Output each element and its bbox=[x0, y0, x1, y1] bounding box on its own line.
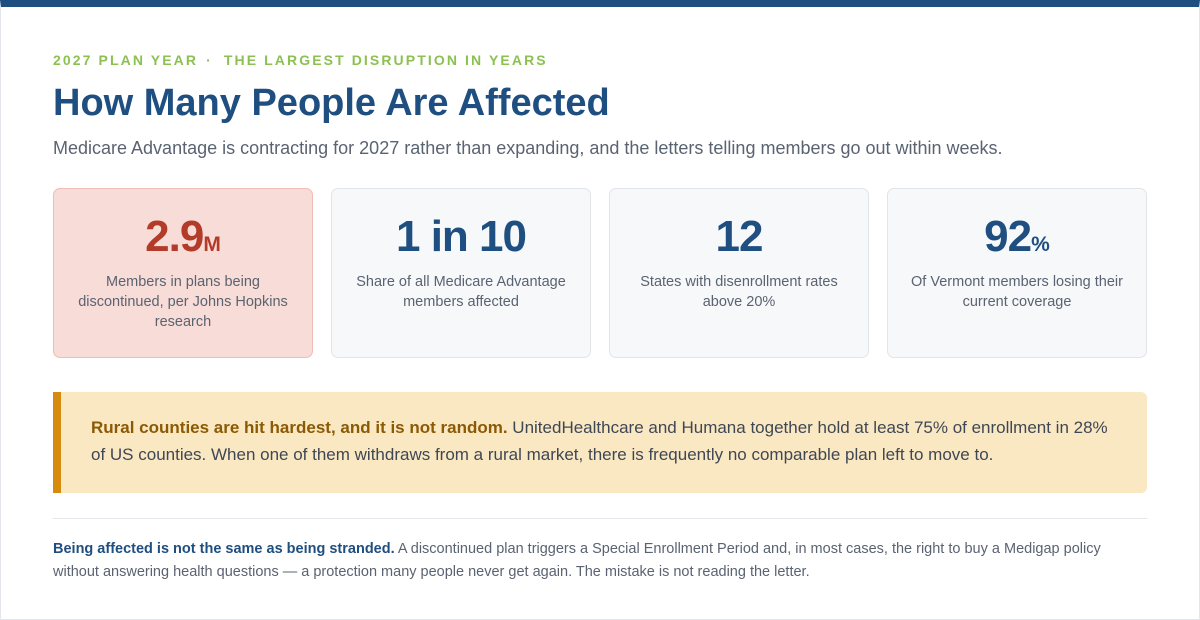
footnote-heading: Being affected is not the same as being … bbox=[53, 541, 395, 557]
content-area: 2027 PLAN YEAR · THE LARGEST DISRUPTION IN… bbox=[53, 51, 1147, 580]
stat-card-share-affected: 1 in 10 Share of all Medicare Advantage … bbox=[331, 188, 591, 358]
eyebrow-plan-year: 2027 PLAN YEAR bbox=[53, 52, 199, 68]
stat-label: Share of all Medicare Advantage members … bbox=[356, 274, 566, 310]
callout-body: UnitedHealthcare and Humana together hol… bbox=[91, 418, 1108, 464]
divider bbox=[53, 518, 1147, 519]
stat-label: States with disenrollment rates above 20… bbox=[640, 274, 838, 310]
rural-counties-callout: Rural counties are hit hardest, and it i… bbox=[53, 392, 1147, 493]
stat-number: 12 bbox=[715, 212, 764, 261]
stat-number: 1 in 10 bbox=[396, 212, 527, 261]
eyebrow-tagline: THE LARGEST DISRUPTION IN YEARS bbox=[223, 52, 548, 68]
stat-value: 2.9M bbox=[54, 211, 312, 263]
callout-heading: Rural counties are hit hardest, and it i… bbox=[91, 418, 508, 437]
stat-unit: % bbox=[1031, 233, 1050, 256]
footnote: Being affected is not the same as being … bbox=[53, 538, 1147, 584]
stat-card-members-discontinued: 2.9M Members in plans being discontinued… bbox=[53, 188, 313, 358]
stat-number: 2.9 bbox=[145, 212, 204, 261]
page-title: How Many People Are Affected bbox=[53, 82, 610, 124]
stat-label: Members in plans being discontinued, per… bbox=[78, 274, 288, 330]
stat-card-vermont-members: 92% Of Vermont members losing their curr… bbox=[887, 188, 1147, 358]
eyebrow-separator: · bbox=[206, 52, 213, 68]
stat-label: Of Vermont members losing their current … bbox=[911, 274, 1123, 310]
stat-card-states-disenrollment: 12 States with disenrollment rates above… bbox=[609, 188, 869, 358]
stat-value: 1 in 10 bbox=[332, 211, 590, 263]
page-subtitle: Medicare Advantage is contracting for 20… bbox=[53, 138, 1003, 158]
stat-value: 12 bbox=[610, 211, 868, 263]
stat-number: 92 bbox=[984, 212, 1032, 261]
eyebrow-line: 2027 PLAN YEAR · THE LARGEST DISRUPTION IN… bbox=[53, 51, 1147, 69]
stat-unit: M bbox=[203, 233, 221, 256]
footnote-body: A discontinued plan triggers a Special E… bbox=[53, 541, 1101, 580]
stats-row: 2.9M Members in plans being discontinued… bbox=[53, 188, 1147, 358]
stat-value: 92% bbox=[888, 211, 1146, 263]
